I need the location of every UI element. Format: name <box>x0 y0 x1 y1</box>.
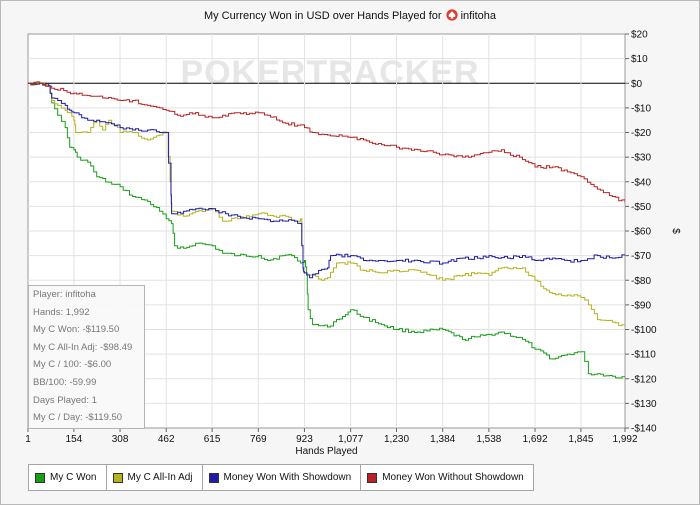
x-tick-label: 462 <box>158 434 175 445</box>
chart-legend: My C Won My C All-In Adj Money Won With Sh… <box>28 464 534 491</box>
info-line: BB/100: -59.99 <box>33 376 97 388</box>
x-tick-label: 769 <box>250 434 267 445</box>
info-line: My C All-In Adj: -$98.49 <box>33 341 133 353</box>
legend-item-my-c-all-in-adj[interactable]: My C All-In Adj <box>107 465 203 490</box>
x-tick-label: 1,538 <box>476 434 501 445</box>
y-tick-label: -$50 <box>631 202 651 213</box>
y-tick-label: -$130 <box>631 399 657 410</box>
stats-info-box: Player: infitoha Hands: 1,992 My C Won: -$… <box>28 285 145 429</box>
x-tick-label: 1,230 <box>384 434 409 445</box>
x-tick-label: 615 <box>204 434 221 445</box>
legend-swatch <box>367 472 378 483</box>
legend-swatch <box>112 472 123 483</box>
y-tick-label: -$90 <box>631 300 651 311</box>
y-tick-label: -$60 <box>631 227 651 238</box>
series-line-money-won-with-showdown <box>28 82 625 279</box>
info-line: Player: infitoha <box>33 289 96 300</box>
y-tick-label: -$80 <box>631 276 651 287</box>
pokerstars-spade-icon <box>445 9 458 21</box>
x-tick-label: 1,845 <box>568 434 593 445</box>
y-tick-label: -$100 <box>631 325 657 336</box>
x-tick-label: 923 <box>296 434 313 445</box>
x-tick-label: 308 <box>112 434 129 445</box>
x-tick-label: 1,992 <box>612 434 637 445</box>
y-tick-label: -$120 <box>631 374 657 385</box>
legend-swatch <box>208 472 219 483</box>
x-tick-label: 1 <box>25 434 31 445</box>
chart-title: My Currency Won in USD over Hands Played… <box>0 9 700 22</box>
info-line: Hands: 1,992 <box>33 306 90 318</box>
x-axis-label: Hands Played <box>295 446 357 457</box>
y-tick-label: $0 <box>631 79 643 90</box>
y-tick-label: -$40 <box>631 177 651 188</box>
legend-item-my-c-won[interactable]: My C Won <box>29 465 107 490</box>
y-tick-label: -$110 <box>631 350 656 361</box>
y-tick-label: $10 <box>631 54 648 65</box>
y-axis-label: $ <box>670 228 681 234</box>
series-line-money-won-without-showdown <box>28 81 625 203</box>
legend-label: My C Won <box>50 472 97 483</box>
info-line: My C Won: -$119.50 <box>33 324 120 336</box>
chart-title-text: My Currency Won in USD over Hands Played… <box>203 10 442 22</box>
series-line-my-c-all-in-adj <box>28 82 625 327</box>
legend-item-money-won-with-showdown[interactable]: Money Won With Showdown <box>203 465 362 490</box>
y-tick-label: -$70 <box>631 251 651 262</box>
info-line: My C / Day: -$119.50 <box>33 412 123 424</box>
chart-title-player: infitoha <box>460 10 497 22</box>
legend-label: My C All-In Adj <box>127 472 193 483</box>
legend-swatch <box>35 472 45 483</box>
info-line: My C / 100: -$6.00 <box>33 359 112 371</box>
x-tick-label: 1,077 <box>338 434 363 445</box>
x-tick-label: 1,692 <box>523 434 548 445</box>
y-tick-label: -$140 <box>631 424 657 435</box>
y-tick-label: -$10 <box>631 103 651 114</box>
legend-label: Money Won With Showdown <box>223 472 352 483</box>
legend-label: Money Won Without Showdown <box>382 472 524 483</box>
watermark-text: POKERTRACKER <box>180 54 479 92</box>
x-tick-label: 1,384 <box>430 434 455 445</box>
y-tick-label: -$20 <box>631 128 651 139</box>
y-tick-label: $20 <box>631 30 648 41</box>
legend-item-money-won-without-showdown[interactable]: Money Won Without Showdown <box>361 465 533 490</box>
series-line-my-c-won <box>28 81 625 379</box>
x-tick-label: 154 <box>66 434 83 445</box>
y-tick-label: -$30 <box>631 153 651 164</box>
info-line: Days Played: 1 <box>33 394 97 406</box>
